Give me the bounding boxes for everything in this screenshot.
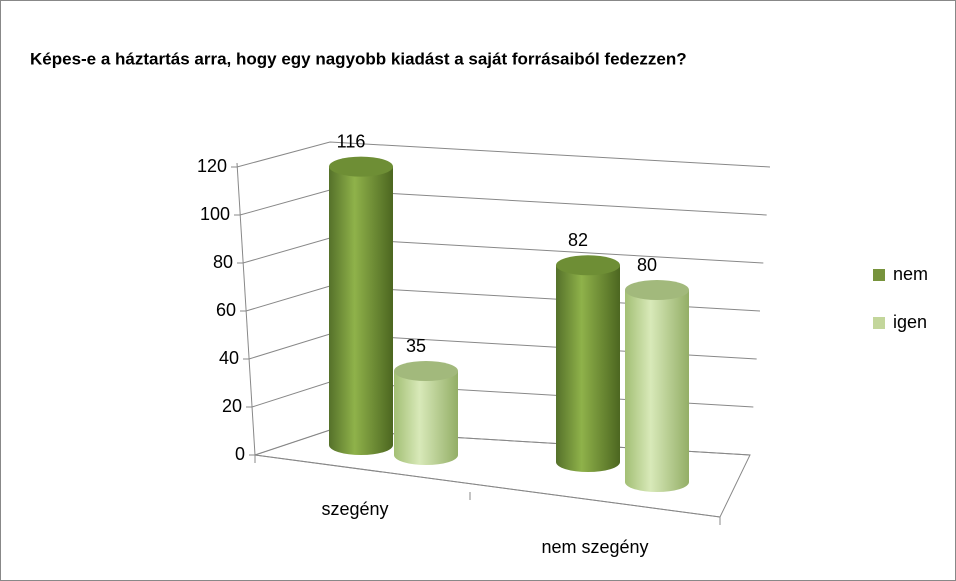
x-tick-label: szegény [321,499,388,519]
x-axis [254,454,721,518]
cylinder-body [625,290,689,492]
chart-title: Képes-e a háztartás arra, hogy egy nagyo… [30,49,687,68]
bar [625,280,689,492]
data-label: 82 [568,230,588,250]
legend-label: igen [893,312,927,332]
grid-line [246,381,754,408]
cylinder-top [625,280,689,300]
grid-line [234,189,767,216]
legend-swatch [873,269,885,281]
grid-line [231,141,771,168]
y-axis [236,162,256,456]
cylinder-body [556,265,620,472]
data-label: 116 [337,131,366,151]
bar [394,361,458,465]
bar [329,156,393,455]
cylinder-body [329,166,393,455]
grid-line [249,429,751,456]
cylinder-body [394,371,458,465]
cylinder-top [394,361,458,381]
data-label: 80 [637,255,657,275]
legend-swatch [873,317,885,329]
y-tick-label: 20 [222,396,242,416]
grid-line [237,237,764,264]
grid-line [243,333,757,360]
legend-label: nem [893,264,928,284]
y-tick-label: 40 [219,348,239,368]
grid-line [240,285,761,312]
bar [556,255,620,472]
y-tick-label: 0 [235,444,245,464]
data-label: 35 [406,336,426,356]
y-tick-label: 120 [197,156,227,176]
y-tick-label: 80 [213,252,233,272]
cylinder-top [556,255,620,276]
cylinder-top [329,156,393,177]
x-tick-label: nem szegény [541,537,648,557]
y-tick-label: 60 [216,300,236,320]
y-tick-label: 100 [200,204,230,224]
